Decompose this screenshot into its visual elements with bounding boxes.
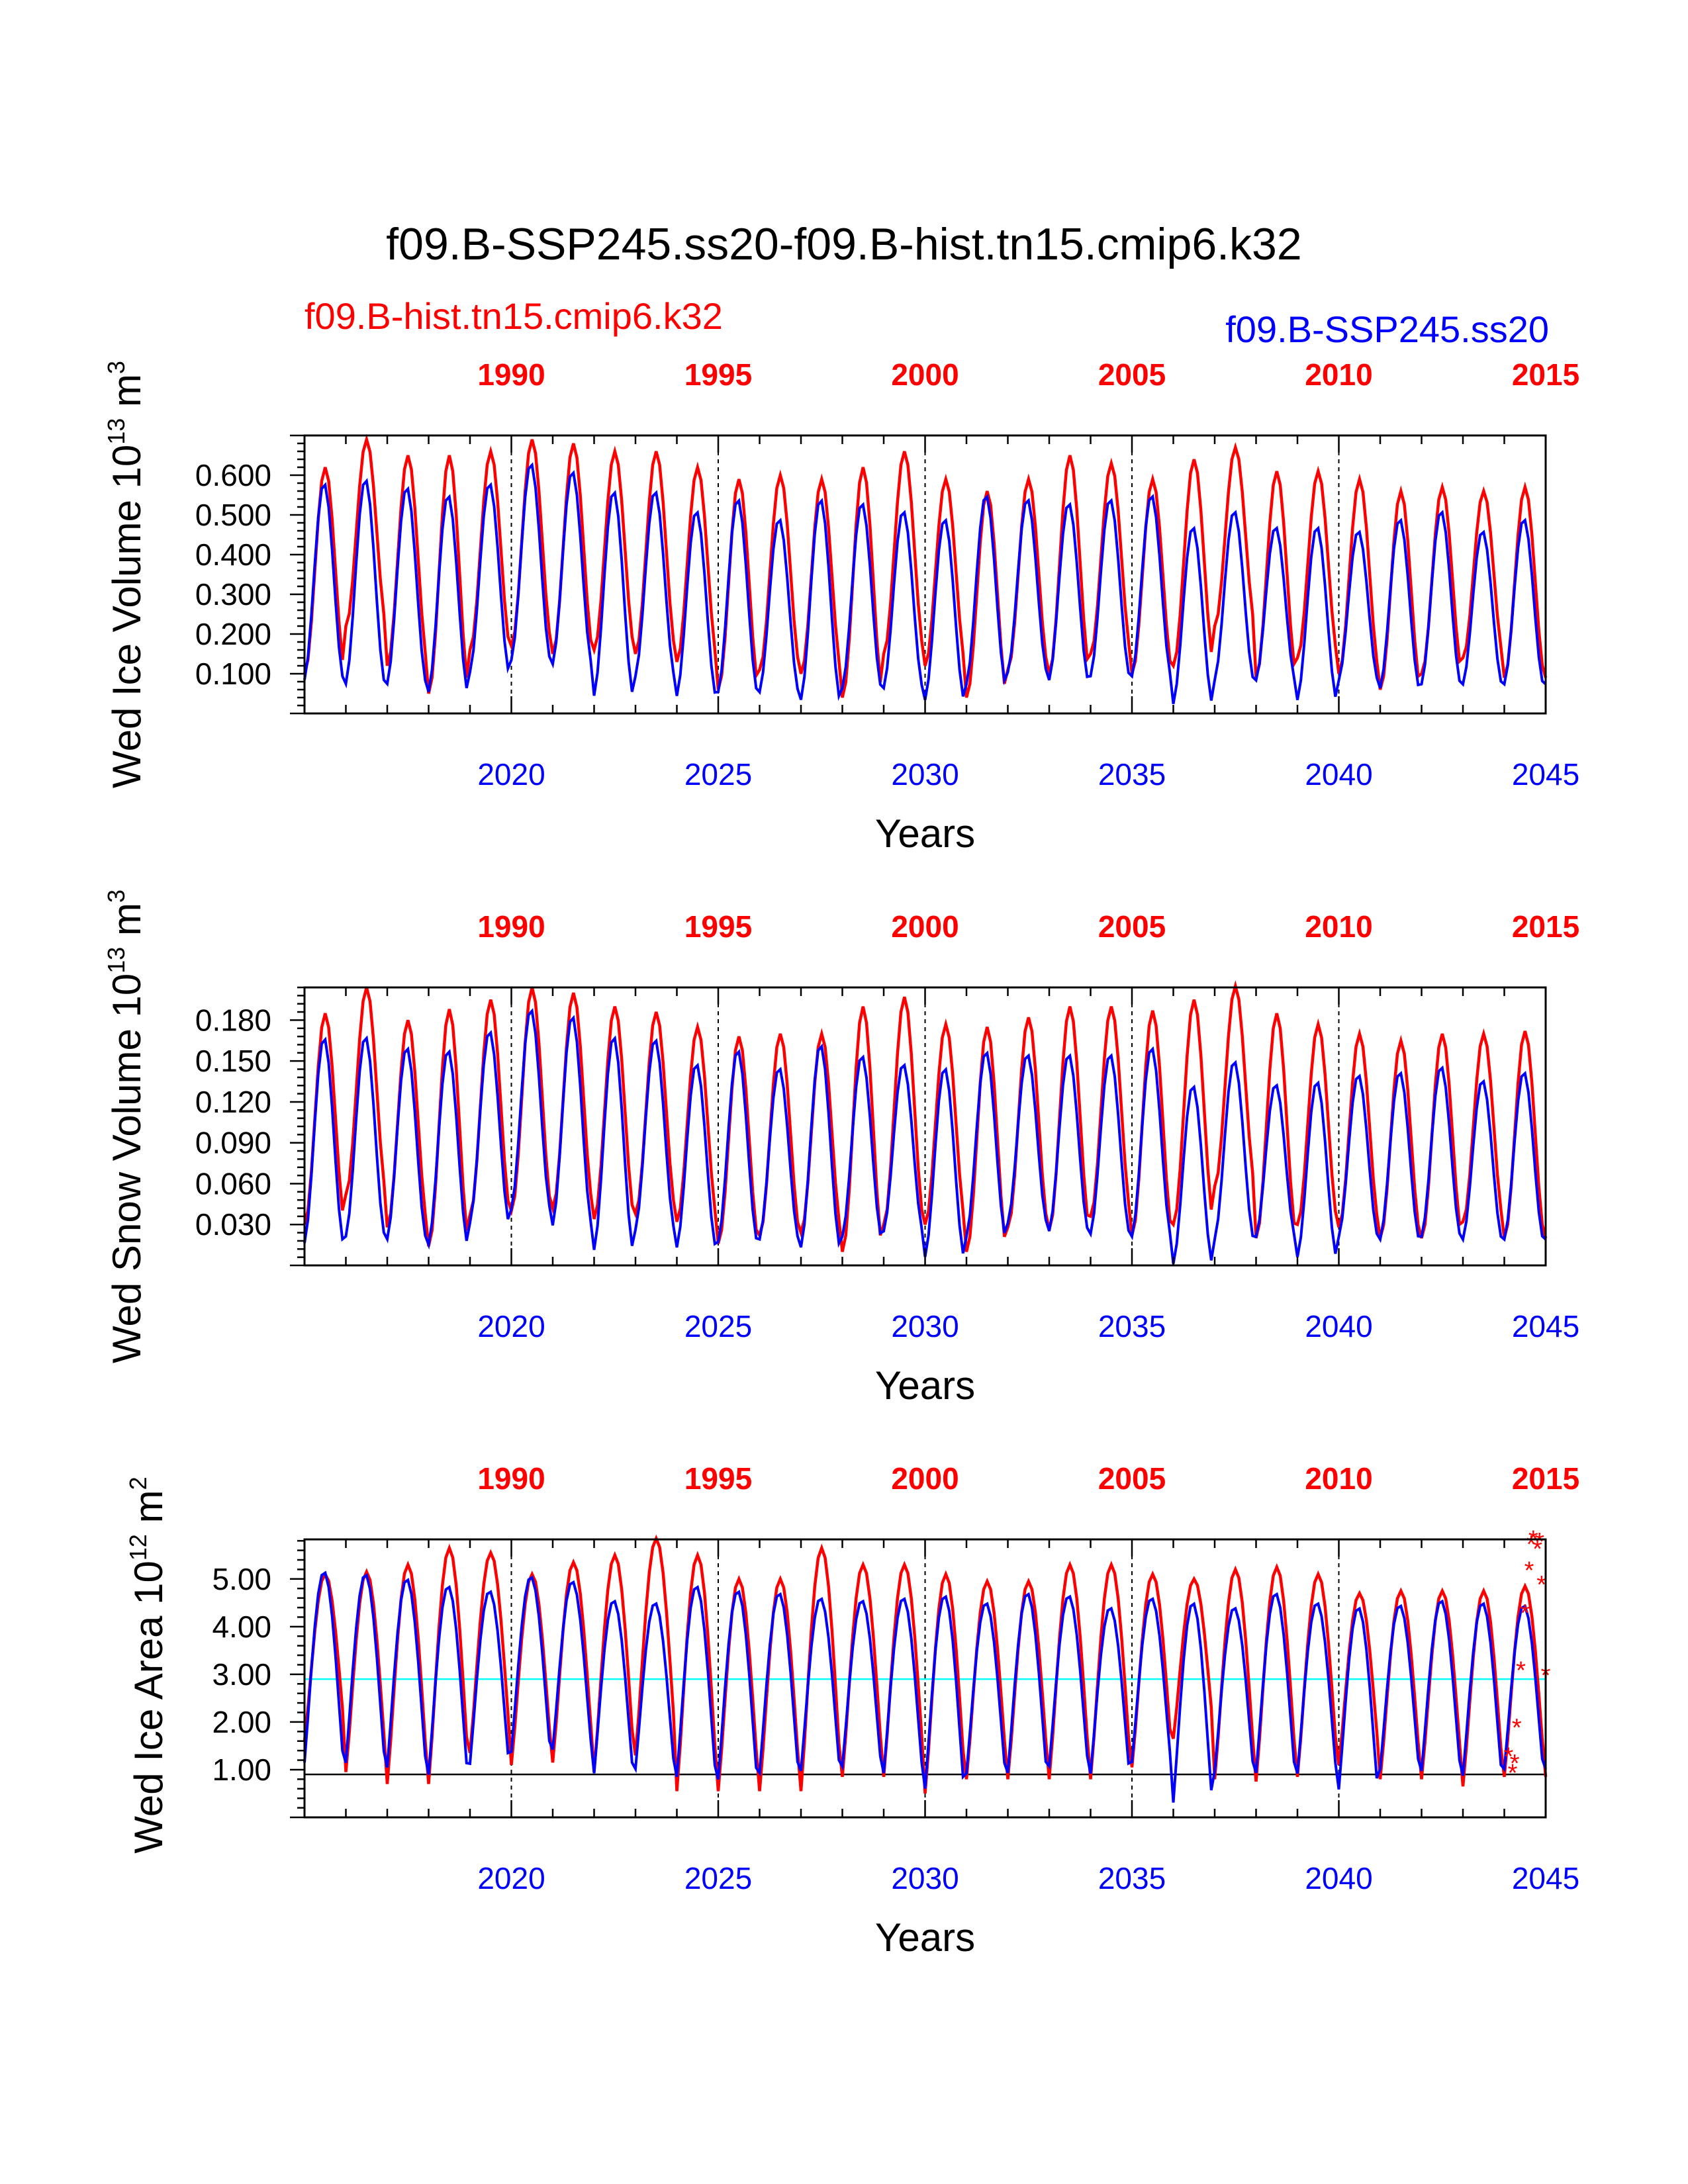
x-tick-label-top: 2010 (1305, 1461, 1372, 1496)
x-tick-label-bottom: 2045 (1512, 757, 1579, 792)
x-tick-label-top: 1995 (684, 909, 752, 944)
x-tick-label-bottom: 2025 (684, 1309, 752, 1343)
x-tick-label-top: 2010 (1305, 909, 1372, 944)
figure-title: f09.B-SSP245.ss20-f09.B-hist.tn15.cmip6.… (386, 219, 1301, 269)
asterisk-marker: * (1516, 1657, 1526, 1685)
x-axis-title: Years (875, 1915, 975, 1960)
x-tick-label-bottom: 2035 (1098, 1861, 1166, 1895)
y-axis-title: Wed Ice Volume 1013 m3 (103, 361, 149, 788)
y-tick-label: 2.00 (212, 1705, 271, 1739)
y-tick-label: 5.00 (212, 1562, 271, 1596)
x-tick-label-top: 1990 (477, 1461, 545, 1496)
y-axis-title-part: 13 (103, 947, 130, 974)
ice-volume-panel: 2020 2025 2030 2035 2040 2045 1990 1995 2000 2005… (103, 357, 1579, 856)
asterisk-marker: * (1532, 1535, 1542, 1563)
x-tick-label-top: 2000 (891, 1461, 959, 1496)
legend-right-label: f09.B-SSP245.ss20 (1225, 308, 1549, 350)
y-axis-title-part: 13 (103, 418, 130, 445)
x-tick-label-bottom: 2040 (1305, 757, 1372, 792)
x-tick-label-top: 2005 (1098, 909, 1166, 944)
y-tick-label: 0.060 (195, 1166, 271, 1201)
x-tick-label-bottom: 2025 (684, 1861, 752, 1895)
x-tick-label-bottom: 2035 (1098, 757, 1166, 792)
x-tick-label-bottom: 2020 (477, 1309, 545, 1343)
x-axis-title: Years (875, 811, 975, 856)
x-tick-label-top: 2015 (1512, 357, 1579, 392)
asterisk-marker: * (1536, 1571, 1546, 1599)
y-axis-title-part: m (105, 903, 149, 947)
legend-left-label: f09.B-hist.tn15.cmip6.k32 (305, 295, 723, 337)
x-tick-label-top: 1995 (684, 357, 752, 392)
asterisk-marker: * (1534, 1528, 1544, 1556)
y-axis-title-part: Wed Snow Volume 10 (105, 974, 149, 1363)
y-axis-title: Wed Ice Area 1012 m2 (124, 1477, 171, 1853)
y-axis-title-part: 3 (103, 361, 130, 374)
x-tick-label-bottom: 2035 (1098, 1309, 1166, 1343)
y-tick-label: 0.120 (195, 1085, 271, 1119)
asterisk-marker: * (1512, 1714, 1522, 1742)
x-tick-label-top: 1990 (477, 357, 545, 392)
y-axis-title-part: Wed Ice Area 10 (126, 1561, 171, 1854)
y-axis-title-part: Wed Ice Volume 10 (105, 445, 149, 788)
asterisk-marker: * (1503, 1743, 1513, 1770)
asterisk-marker: * (1508, 1760, 1518, 1788)
x-tick-label-bottom: 2030 (891, 757, 959, 792)
x-tick-label-top: 1995 (684, 1461, 752, 1496)
y-tick-label: 0.200 (195, 617, 271, 651)
x-tick-label-top: 2005 (1098, 357, 1166, 392)
y-axis-title-part: m (105, 374, 149, 418)
x-tick-label-top: 2000 (891, 357, 959, 392)
y-tick-label: 0.180 (195, 1003, 271, 1037)
x-axis-title: Years (875, 1363, 975, 1408)
x-tick-label-top: 2000 (891, 909, 959, 944)
y-tick-label: 0.100 (195, 657, 271, 691)
asterisk-marker: * (1524, 1557, 1534, 1584)
asterisk-marker: * (1520, 1600, 1530, 1627)
y-axis-title-part: 12 (124, 1534, 152, 1561)
y-tick-label: 4.00 (212, 1610, 271, 1644)
y-tick-label: 0.090 (195, 1126, 271, 1160)
y-tick-label: 0.400 (195, 537, 271, 572)
y-axis-title: Wed Snow Volume 1013 m3 (103, 889, 149, 1363)
series-line (303, 1570, 1547, 1803)
x-tick-label-top: 2015 (1512, 909, 1579, 944)
x-tick-label-bottom: 2045 (1512, 1861, 1579, 1895)
x-tick-label-bottom: 2040 (1305, 1861, 1372, 1895)
ice-area-panel: *************2020 2025 2030 2035 2040 2045199… (124, 1461, 1579, 1960)
x-tick-label-top: 2005 (1098, 1461, 1166, 1496)
y-tick-label: 0.150 (195, 1044, 271, 1078)
x-tick-label-bottom: 2025 (684, 757, 752, 792)
y-axis-title-part: 2 (124, 1477, 152, 1490)
x-tick-label-bottom: 2020 (477, 1861, 545, 1895)
x-tick-label-bottom: 2030 (891, 1309, 959, 1343)
x-tick-label-bottom: 2040 (1305, 1309, 1372, 1343)
y-tick-label: 0.030 (195, 1207, 271, 1242)
series-line (303, 1534, 1548, 1794)
x-tick-label-bottom: 2030 (891, 1861, 959, 1895)
y-axis-title-part: 3 (103, 889, 130, 903)
y-tick-label: 0.600 (195, 458, 271, 492)
y-tick-label: 1.00 (212, 1752, 271, 1787)
y-tick-label: 0.500 (195, 498, 271, 532)
x-tick-label-bottom: 2020 (477, 757, 545, 792)
x-tick-label-top: 1990 (477, 909, 545, 944)
y-tick-label: 3.00 (212, 1657, 271, 1692)
x-tick-label-top: 2010 (1305, 357, 1372, 392)
x-tick-label-top: 2015 (1512, 1461, 1579, 1496)
x-tick-label-bottom: 2045 (1512, 1309, 1579, 1343)
snow-volume-panel: 2020 2025 2030 2035 2040 2045 1990 1995 2000 2005… (103, 889, 1579, 1408)
asterisk-marker: * (1510, 1750, 1520, 1778)
y-axis-title-part: m (126, 1490, 171, 1534)
y-tick-label: 0.300 (195, 577, 271, 612)
asterisk-marker: * (1526, 1531, 1536, 1559)
